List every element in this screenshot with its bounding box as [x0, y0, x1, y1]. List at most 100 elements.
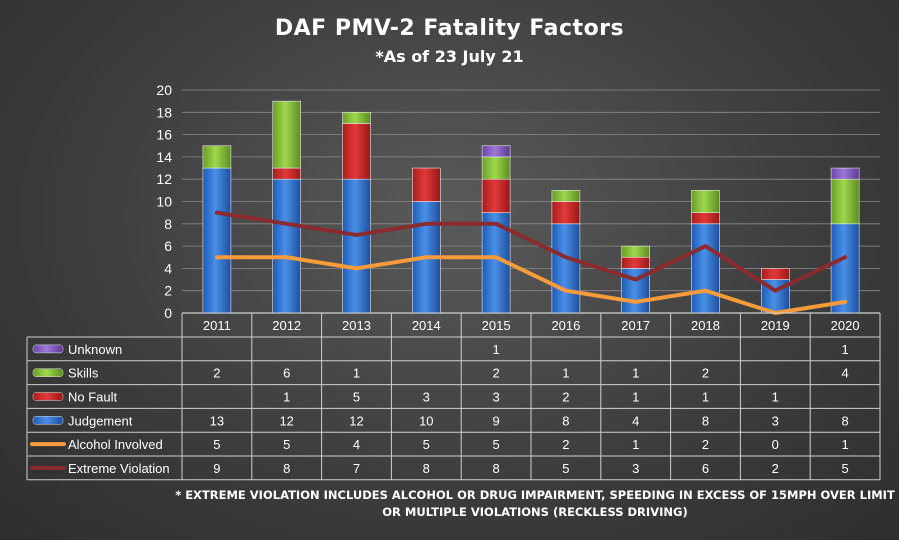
table-cell: 1: [632, 390, 639, 405]
bar-judgement-2013: [342, 178, 371, 314]
bar-skills-2012: [272, 100, 302, 169]
table-cell: 1: [841, 342, 848, 357]
y-tick-label: 12: [156, 171, 172, 187]
bar-no-fault-2012: [272, 167, 302, 180]
table-cell: 5: [213, 437, 220, 452]
table-cell: 5: [283, 437, 290, 452]
table-cell: 2: [702, 366, 709, 381]
chart-footnote: * EXTREME VIOLATION INCLUDES ALCOHOL OR …: [175, 488, 895, 519]
table-cell: 3: [423, 390, 430, 405]
x-tick-label: 2014: [412, 318, 441, 333]
table-cell: 12: [279, 413, 293, 428]
bar-judgement-2016: [551, 223, 581, 314]
legend-key-judgement: [32, 416, 64, 425]
legend-label: Extreme Violation: [68, 461, 170, 476]
table-cell: 1: [632, 437, 639, 452]
y-tick-label: 0: [164, 305, 172, 321]
x-tick-label: 2016: [551, 318, 580, 333]
legend-label: Unknown: [68, 342, 122, 357]
table-cell: 9: [213, 461, 220, 476]
table-cell: 5: [423, 437, 430, 452]
table-cell: 2: [702, 437, 709, 452]
y-tick-label: 4: [164, 260, 172, 276]
x-tick-label: 2017: [621, 318, 650, 333]
table-cell: 8: [841, 413, 848, 428]
table-cell: 6: [283, 366, 290, 381]
bar-skills-2016: [551, 190, 581, 202]
table-cell: 1: [562, 366, 569, 381]
table-cell: 3: [772, 413, 779, 428]
table-cell: 5: [353, 390, 360, 405]
line-extreme-violation: [214, 210, 848, 293]
y-tick-label: 6: [164, 238, 172, 254]
table-cell: 5: [492, 437, 499, 452]
table-cell: 8: [492, 461, 499, 476]
y-tick-label: 20: [156, 82, 172, 98]
table-cell: 1: [702, 390, 709, 405]
bar-skills-2011: [202, 145, 232, 169]
chart-subtitle: *As of 23 July 21: [375, 47, 524, 66]
bar-no-fault-2016: [551, 201, 581, 225]
bar-unknown-2015: [481, 145, 511, 158]
bar-skills-2020: [830, 178, 860, 225]
legend-label: No Fault: [68, 390, 118, 405]
x-tick-label: 2013: [342, 318, 371, 333]
bar-judgement-2011: [202, 167, 232, 314]
table-cell: 9: [492, 413, 499, 428]
x-tick-label: 2015: [482, 318, 511, 333]
legend-key-no-fault: [32, 392, 64, 401]
table-cell: 0: [772, 437, 779, 452]
table-cell: 1: [841, 437, 848, 452]
bar-no-fault-2017: [621, 256, 651, 269]
table-cell: 12: [349, 413, 363, 428]
bar-unknown-2020: [830, 167, 860, 180]
table-cell: 2: [213, 366, 220, 381]
x-tick-label: 2019: [761, 318, 790, 333]
table-cell: 7: [353, 461, 360, 476]
legend-label: Alcohol Involved: [68, 437, 163, 452]
x-tick-label: 2011: [203, 318, 231, 333]
bar-judgement-2020: [830, 223, 860, 314]
table-cell: 1: [353, 366, 360, 381]
table-cell: 5: [841, 461, 848, 476]
table-cell: 2: [492, 366, 499, 381]
table-cell: 1: [283, 390, 290, 405]
bar-no-fault-2019: [760, 268, 790, 280]
table-cell: 1: [772, 390, 779, 405]
x-tick-label: 2020: [831, 318, 860, 333]
x-tick-label: 2018: [691, 318, 720, 333]
x-tick-label: 2012: [272, 318, 301, 333]
table-cell: 4: [632, 413, 639, 428]
table-cell: 4: [841, 366, 848, 381]
bar-skills-2013: [342, 112, 371, 124]
line-alcohol-involved: [214, 255, 848, 315]
table-cell: 8: [562, 413, 569, 428]
bar-skills-2017: [621, 245, 651, 258]
bar-no-fault-2013: [342, 123, 371, 180]
table-cell: 2: [772, 461, 779, 476]
chart-title: DAF PMV-2 Fatality Factors: [274, 16, 625, 41]
table-cell: 3: [492, 390, 499, 405]
bar-no-fault-2015: [481, 178, 511, 213]
bar-no-fault-2018: [691, 212, 720, 225]
y-tick-label: 16: [156, 127, 172, 143]
y-tick-label: 10: [156, 194, 172, 210]
table-cell: 2: [562, 390, 569, 405]
table-cell: 1: [632, 366, 639, 381]
table-cell: 5: [562, 461, 569, 476]
table-cell: 6: [702, 461, 709, 476]
table-cell: 4: [353, 437, 360, 452]
y-tick-label: 14: [156, 149, 172, 165]
bar-skills-2015: [481, 156, 511, 180]
bar-judgement-2012: [272, 178, 302, 314]
table-cell: 8: [283, 461, 290, 476]
legend-key-unknown: [32, 344, 64, 354]
legend-label: Skills: [68, 366, 99, 381]
table-cell: 2: [562, 437, 569, 452]
y-tick-label: 2: [164, 283, 172, 299]
bar-no-fault-2014: [411, 167, 441, 202]
y-tick-label: 8: [164, 216, 172, 232]
table-cell: 13: [210, 413, 224, 428]
legend-key-skills: [32, 368, 64, 377]
